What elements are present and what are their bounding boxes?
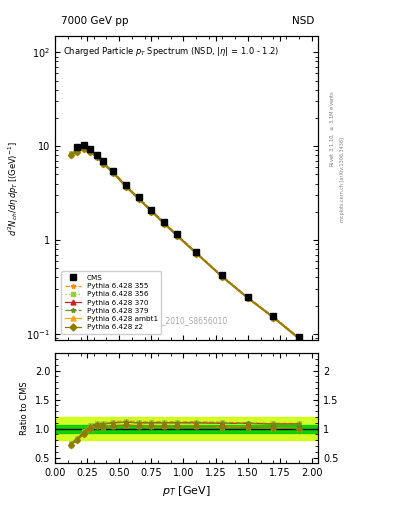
X-axis label: $p_T$ [GeV]: $p_T$ [GeV]: [162, 484, 211, 498]
Text: 7000 GeV pp: 7000 GeV pp: [61, 16, 129, 27]
CMS: [162, 219, 167, 225]
CMS: [136, 194, 141, 200]
Text: NSD: NSD: [292, 16, 314, 27]
CMS: [174, 231, 179, 238]
CMS: [94, 152, 99, 158]
Y-axis label: $d^2N_{ch}/d\eta\, dp_T\, [(\rm{GeV})^{-1}]$: $d^2N_{ch}/d\eta\, dp_T\, [(\rm{GeV})^{-…: [6, 141, 21, 236]
Y-axis label: Ratio to CMS: Ratio to CMS: [20, 381, 29, 435]
Text: CMS_2010_S8656010: CMS_2010_S8656010: [145, 316, 228, 325]
Text: Rivet 3.1.10, $\geq$ 3.1M events: Rivet 3.1.10, $\geq$ 3.1M events: [328, 90, 336, 166]
CMS: [82, 142, 86, 148]
CMS: [101, 158, 106, 164]
CMS: [220, 272, 224, 279]
Line: CMS: CMS: [74, 142, 302, 340]
CMS: [149, 207, 154, 213]
CMS: [110, 167, 115, 174]
Text: mcplots.cern.ch [arXiv:1306.3436]: mcplots.cern.ch [arXiv:1306.3436]: [340, 137, 345, 222]
CMS: [75, 144, 80, 150]
CMS: [271, 313, 276, 319]
Legend: CMS, Pythia 6.428 355, Pythia 6.428 356, Pythia 6.428 370, Pythia 6.428 379, Pyt: CMS, Pythia 6.428 355, Pythia 6.428 356,…: [61, 271, 161, 334]
CMS: [194, 249, 199, 255]
CMS: [123, 181, 128, 187]
CMS: [297, 334, 301, 340]
CMS: [245, 293, 250, 300]
Text: Charged Particle $p_T$ Spectrum (NSD, $|\eta|$ = 1.0 - 1.2): Charged Particle $p_T$ Spectrum (NSD, $|…: [63, 45, 279, 58]
CMS: [88, 146, 93, 152]
